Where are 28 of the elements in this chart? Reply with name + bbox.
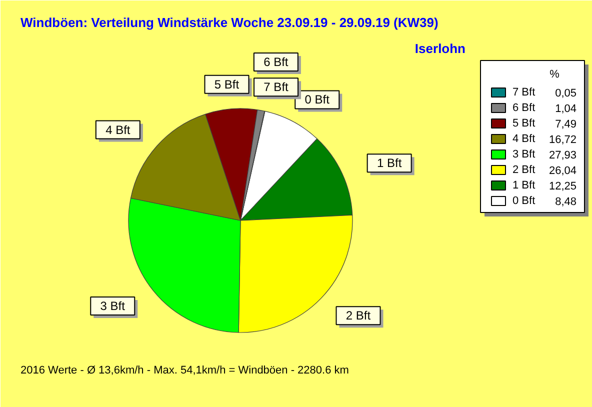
data-label: 8,48 xyxy=(555,196,577,208)
legend-label: 2 Bft xyxy=(512,164,536,176)
data-label: 0,05 xyxy=(555,88,577,100)
data-label: 7,49 xyxy=(555,118,577,130)
data-label: 27,93 xyxy=(548,150,577,162)
slice-label: 5 Bft xyxy=(214,77,240,92)
legend-label: 1 Bft xyxy=(512,180,536,192)
legend-title: % xyxy=(550,68,560,80)
data-label: 12,25 xyxy=(548,180,577,192)
slice-label: 2 Bft xyxy=(346,308,372,323)
chart-subtitle: Iserlohn xyxy=(414,41,466,56)
legend-label: 3 Bft xyxy=(512,148,536,160)
legend-label: 6 Bft xyxy=(512,102,536,114)
slice-label: 4 Bft xyxy=(106,122,131,137)
slice-label: 6 Bft xyxy=(264,54,289,69)
data-label: 16,72 xyxy=(548,134,577,146)
data-label: 1,04 xyxy=(555,103,577,115)
legend-label: 0 Bft xyxy=(512,195,536,207)
slice-label: 7 Bft xyxy=(264,80,290,94)
slice-label: 3 Bft xyxy=(100,299,126,314)
data-label: 26,04 xyxy=(548,165,577,177)
legend-label: 4 Bft xyxy=(512,133,536,145)
slice-label: 1 Bft xyxy=(376,156,402,170)
legend-label: 5 Bft xyxy=(512,118,536,130)
text: 2016 Werte - Ø 13,6km/h - Max. 54,1km/h = Windböen - 2280.6 km xyxy=(20,364,349,376)
slice-label: 0 Bft xyxy=(304,92,330,107)
chart-title: Windböen: Verteilung Windstärke Woche 23.09.19 - 29.09.19 (KW39) xyxy=(20,15,438,30)
legend-label: 7 Bft xyxy=(512,86,536,98)
